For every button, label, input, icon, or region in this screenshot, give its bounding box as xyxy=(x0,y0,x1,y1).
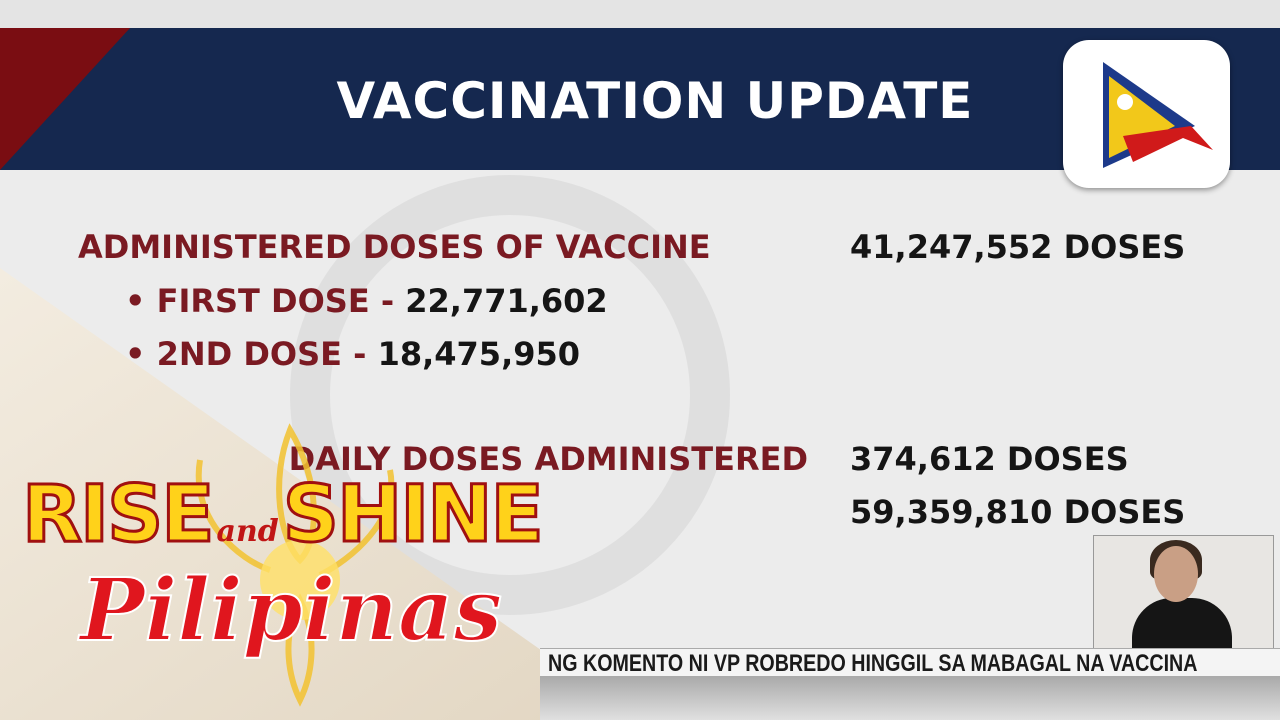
administered-doses-value: 41,247,552 DOSES xyxy=(850,228,1186,266)
interpreter-body xyxy=(1132,598,1232,649)
show-logo-pilipinas: Pilipinas xyxy=(79,559,503,662)
ticker-text: NG KOMENTO NI VP ROBREDO HINGGIL SA MABA… xyxy=(548,650,1198,677)
separator: - xyxy=(380,282,395,320)
logo-shine: SHINE xyxy=(281,469,545,562)
first-dose-row: • FIRST DOSE - 22,771,602 xyxy=(125,282,608,320)
second-dose-label: 2ND DOSE xyxy=(156,335,343,373)
first-dose-label: FIRST DOSE xyxy=(156,282,370,320)
lower-bar xyxy=(540,676,1280,720)
sign-language-interpreter-video xyxy=(1093,535,1274,650)
first-dose-value: 22,771,602 xyxy=(405,282,608,320)
daily-doses-label: DAILY DOSES ADMINISTERED xyxy=(288,440,808,478)
logo-rise: RISE xyxy=(21,469,217,562)
administered-doses-label: ADMINISTERED DOSES OF VACCINE xyxy=(78,228,711,266)
bullet: • xyxy=(125,282,146,320)
total-doses-value: 59,359,810 DOSES xyxy=(850,493,1186,531)
top-strip xyxy=(0,0,1280,28)
show-logo-rise-and-shine: RISE andSHINE xyxy=(21,469,546,562)
banner-red-accent xyxy=(0,28,130,170)
interpreter-face xyxy=(1154,546,1198,602)
news-ticker: NG KOMENTO NI VP ROBREDO HINGGIL SA MABA… xyxy=(540,648,1280,677)
channel-logo xyxy=(1063,40,1230,188)
graphic-title: VACCINATION UPDATE xyxy=(336,72,974,130)
second-dose-value: 18,475,950 xyxy=(377,335,581,373)
separator: - xyxy=(353,335,367,373)
second-dose-row: • 2ND DOSE - 18,475,950 xyxy=(125,335,580,373)
logo-and: and xyxy=(216,514,279,549)
daily-doses-value: 374,612 DOSES xyxy=(850,440,1129,478)
